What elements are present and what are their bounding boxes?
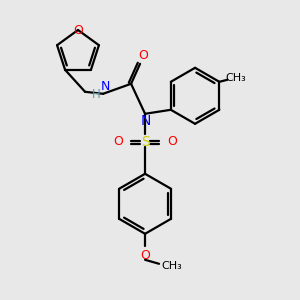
Text: O: O	[138, 49, 148, 62]
Text: O: O	[113, 135, 123, 148]
Text: CH₃: CH₃	[225, 73, 246, 83]
Text: CH₃: CH₃	[162, 261, 182, 271]
Text: O: O	[140, 249, 150, 262]
Text: O: O	[73, 23, 83, 37]
Text: H: H	[92, 88, 100, 101]
Text: S: S	[141, 135, 149, 149]
Text: N: N	[100, 80, 110, 93]
Text: O: O	[167, 135, 177, 148]
Text: N: N	[141, 114, 151, 128]
